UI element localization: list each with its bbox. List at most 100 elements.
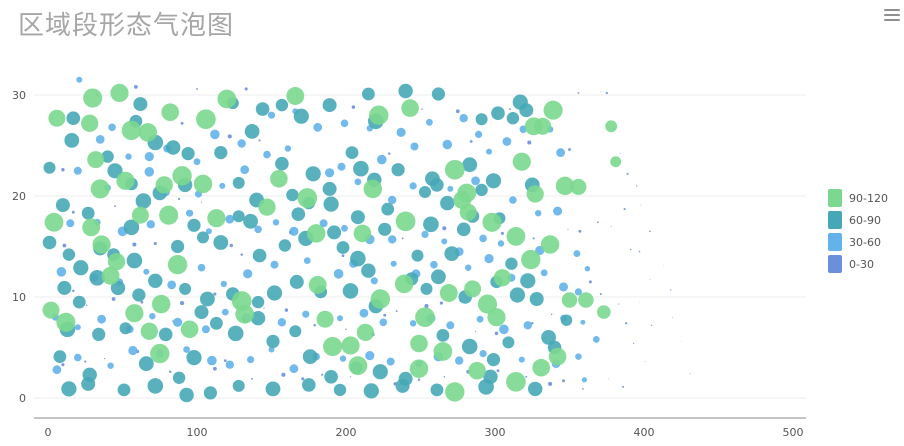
bubble-point[interactable] [506, 371, 526, 392]
bubble-point[interactable] [101, 150, 114, 163]
bubble-point[interactable] [527, 140, 532, 145]
bubble-point[interactable] [121, 120, 142, 141]
bubble-point[interactable] [324, 370, 338, 384]
bubble-point[interactable] [447, 185, 454, 192]
bubble-point[interactable] [600, 91, 602, 93]
bubble-point[interactable] [605, 91, 608, 95]
bubble-point[interactable] [193, 158, 201, 166]
bubble-point[interactable] [556, 148, 566, 158]
bubble-point[interactable] [518, 356, 525, 363]
bubble-point[interactable] [440, 195, 455, 211]
bubble-point[interactable] [81, 114, 99, 132]
bubble-point[interactable] [266, 334, 280, 348]
bubble-point[interactable] [359, 308, 369, 318]
bubble-point[interactable] [534, 117, 552, 135]
bubble-point[interactable] [353, 160, 369, 177]
bubble-point[interactable] [535, 210, 542, 217]
bubble-point[interactable] [220, 280, 227, 288]
bubble-point[interactable] [475, 183, 488, 197]
bubble-point[interactable] [74, 353, 82, 362]
bubble-point[interactable] [351, 105, 356, 109]
bubble-point[interactable] [443, 376, 446, 378]
bubble-point[interactable] [244, 123, 260, 139]
bubble-point[interactable] [82, 218, 101, 237]
bubble-point[interactable] [509, 287, 525, 303]
bubble-point[interactable] [322, 98, 337, 113]
bubble-point[interactable] [353, 224, 372, 243]
bubble-point[interactable] [610, 156, 622, 168]
bubble-point[interactable] [180, 121, 184, 125]
bubble-point[interactable] [64, 133, 80, 148]
bubble-point[interactable] [56, 267, 67, 277]
bubble-point[interactable] [265, 381, 281, 397]
bubble-point[interactable] [618, 303, 620, 305]
bubble-point[interactable] [316, 310, 334, 328]
bubble-point[interactable] [250, 311, 266, 326]
bubble-point[interactable] [289, 274, 304, 289]
bubble-point[interactable] [155, 176, 173, 194]
bubble-point[interactable] [354, 178, 362, 186]
bubble-point[interactable] [210, 129, 220, 140]
bubble-point[interactable] [363, 383, 379, 399]
bubble-point[interactable] [135, 193, 152, 209]
bubble-point[interactable] [55, 198, 70, 213]
bubble-point[interactable] [270, 260, 279, 269]
bubble-point[interactable] [168, 370, 172, 373]
bubble-point[interactable] [61, 167, 65, 172]
bubble-point[interactable] [431, 87, 445, 101]
bubble-point[interactable] [340, 119, 349, 128]
bubble-point[interactable] [417, 378, 421, 382]
bubble-point[interactable] [101, 266, 120, 285]
bubble-point[interactable] [213, 366, 217, 371]
bubble-point[interactable] [528, 381, 543, 397]
bubble-point[interactable] [333, 383, 347, 397]
bubble-point[interactable] [313, 324, 316, 327]
bubble-point[interactable] [194, 305, 209, 320]
bubble-point[interactable] [475, 130, 483, 138]
bubble-point[interactable] [356, 323, 375, 342]
bubble-point[interactable] [455, 109, 460, 114]
bubble-point[interactable] [243, 269, 253, 279]
bubble-point[interactable] [629, 248, 632, 251]
bubble-point[interactable] [401, 99, 419, 117]
bubble-point[interactable] [232, 176, 245, 189]
bubble-point[interactable] [289, 364, 299, 374]
bubble-point[interactable] [508, 108, 511, 111]
bubble-point[interactable] [327, 225, 342, 240]
bubble-point[interactable] [132, 242, 137, 247]
bubble-point[interactable] [362, 87, 375, 101]
bubble-point[interactable] [494, 331, 499, 336]
bubble-point[interactable] [153, 241, 157, 246]
bubble-point[interactable] [72, 295, 86, 309]
bubble-point[interactable] [81, 376, 96, 391]
bubble-point[interactable] [313, 122, 323, 132]
bubble-point[interactable] [341, 224, 348, 232]
bubble-point[interactable] [361, 263, 376, 278]
bubble-point[interactable] [144, 167, 155, 177]
bubble-point[interactable] [487, 308, 506, 327]
bubble-point[interactable] [167, 255, 188, 275]
bubble-point[interactable] [172, 371, 186, 384]
bubble-point[interactable] [278, 239, 292, 252]
bubble-point[interactable] [181, 147, 195, 161]
bubble-point[interactable] [568, 148, 571, 151]
bubble-point[interactable] [205, 228, 212, 235]
bubble-point[interactable] [291, 207, 306, 221]
bubble-point[interactable] [286, 87, 305, 105]
bubble-point[interactable] [62, 243, 67, 248]
bubble-point[interactable] [61, 363, 65, 367]
bubble-point[interactable] [341, 254, 345, 257]
bubble-point[interactable] [478, 379, 494, 395]
bubble-point[interactable] [505, 257, 518, 270]
bubble-point[interactable] [266, 285, 283, 301]
bubble-point[interactable] [151, 294, 171, 314]
bubble-point[interactable] [107, 362, 114, 369]
bubble-point[interactable] [172, 166, 192, 186]
bubble-point[interactable] [284, 145, 292, 152]
bubble-point[interactable] [275, 98, 289, 112]
bubble-point[interactable] [197, 263, 206, 272]
bubble-point[interactable] [390, 260, 397, 267]
bubble-point[interactable] [391, 163, 405, 177]
bubble-point[interactable] [649, 279, 651, 281]
bubble-point[interactable] [123, 219, 140, 236]
